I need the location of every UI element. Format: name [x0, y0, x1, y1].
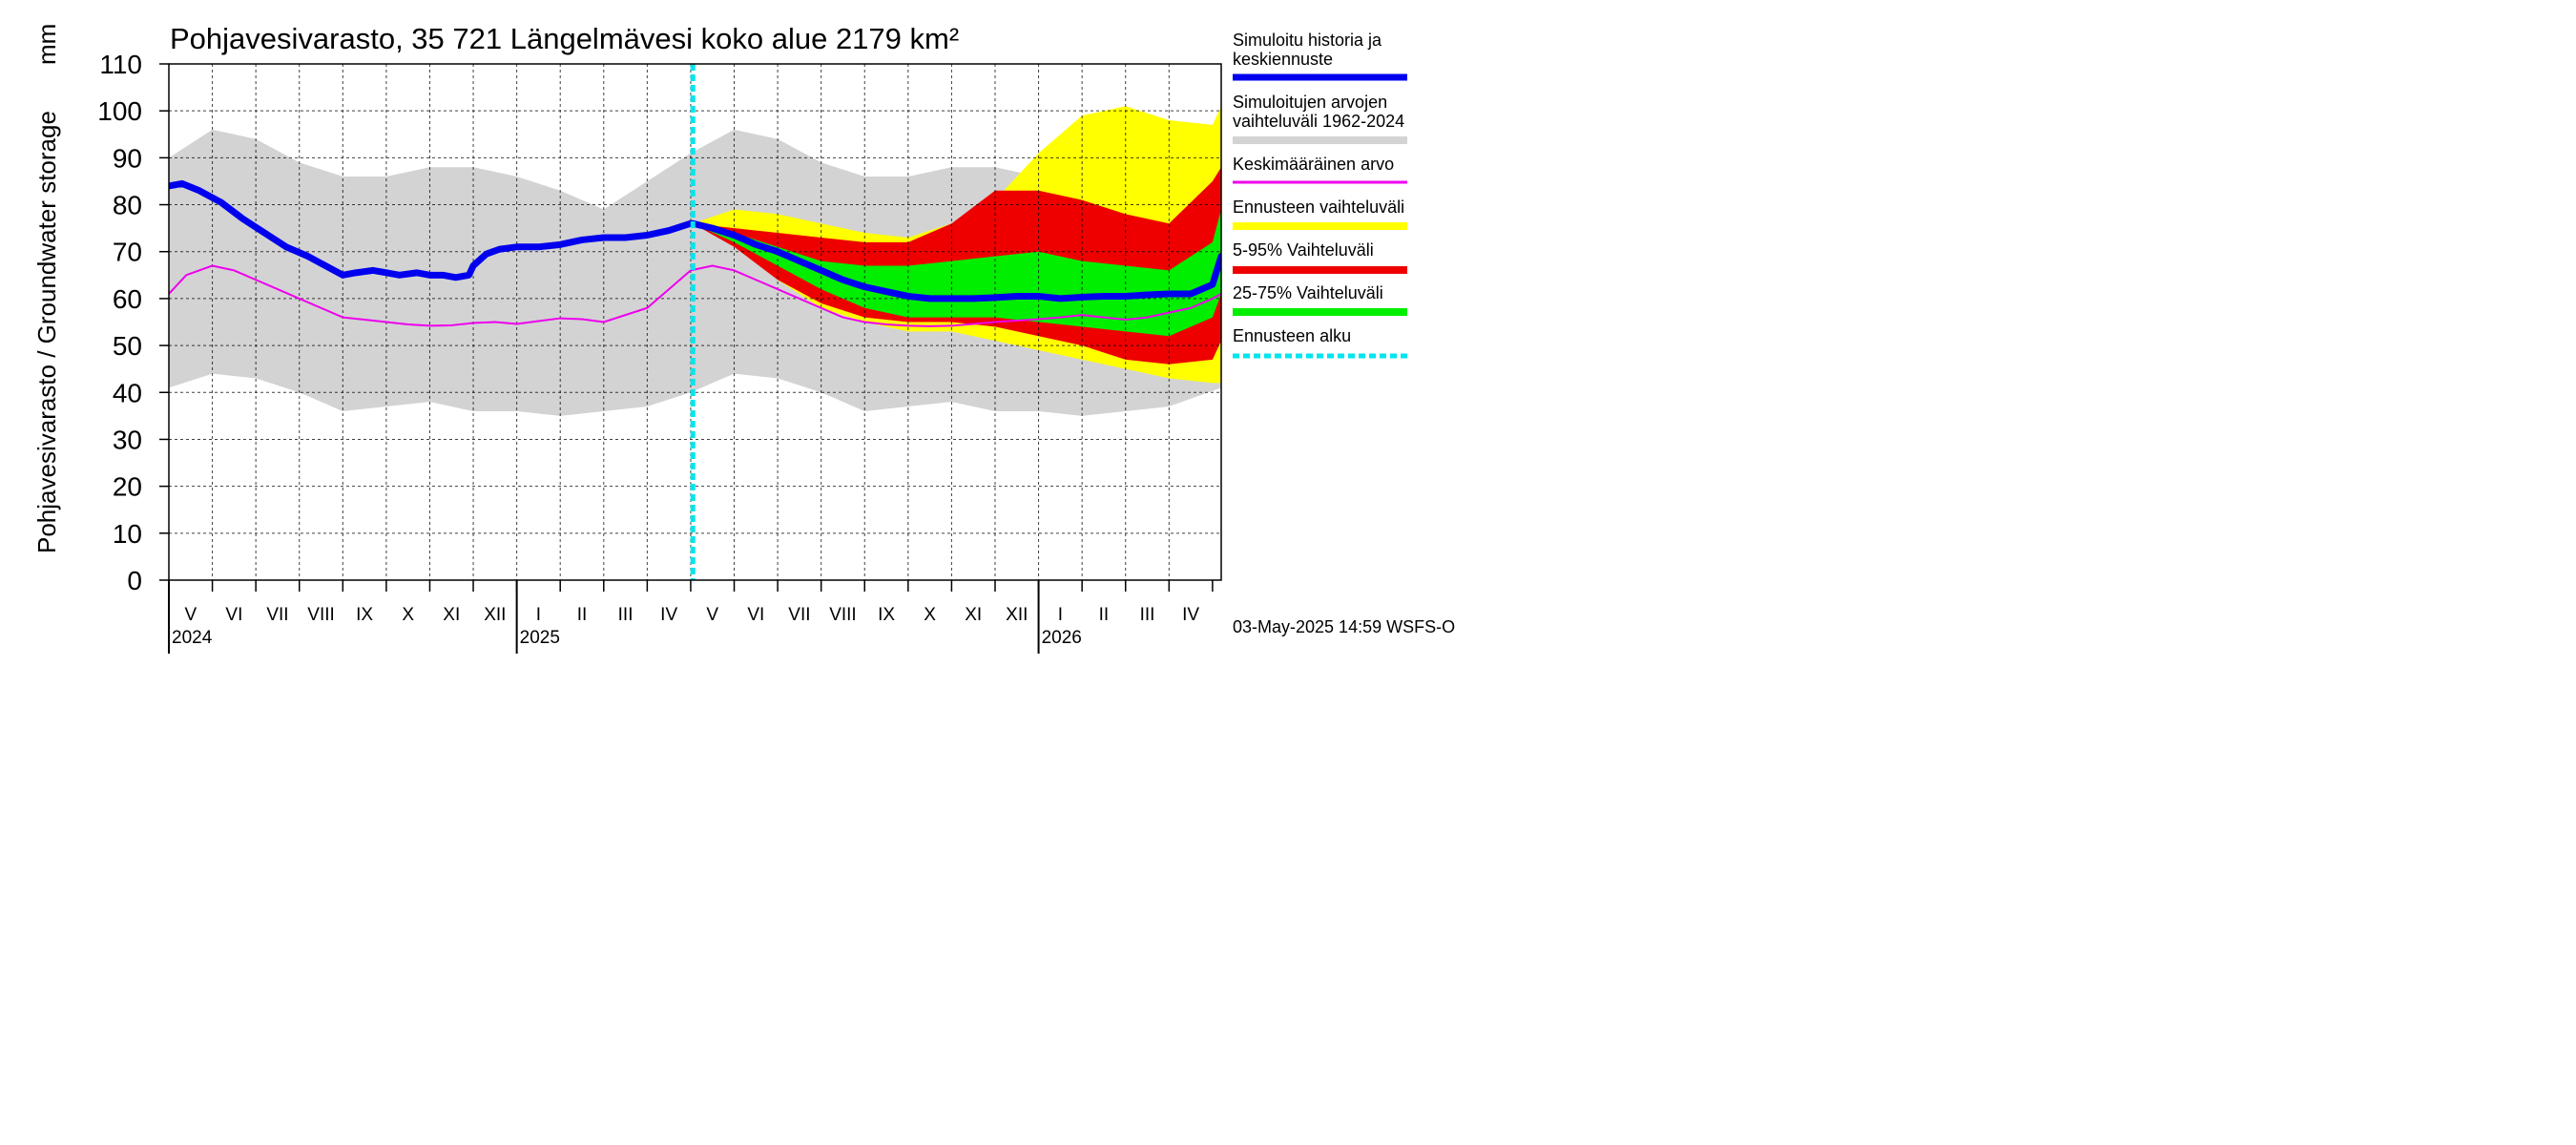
- month-label-5: X: [402, 605, 414, 625]
- series-line-0: [169, 264, 1221, 327]
- legend-label-5-0: 25-75% Vaihteluväli: [1233, 283, 1383, 302]
- month-label-23: IV: [1182, 605, 1199, 625]
- timestamp: 03-May-2025 14:59 WSFS-O: [1233, 617, 1455, 636]
- chart-title: Pohjavesivarasto, 35 721 Längelmävesi ko…: [170, 22, 959, 55]
- y-tick-label-100: 100: [97, 96, 142, 126]
- y-tick-label-70: 70: [113, 238, 142, 267]
- legend-label-3-0: Ennusteen vaihteluväli: [1233, 198, 1404, 217]
- month-label-12: V: [706, 605, 718, 625]
- band-3: [693, 209, 1221, 337]
- line-layer: [169, 64, 1221, 580]
- band-0: [169, 129, 1221, 416]
- y-tick-label-50: 50: [113, 331, 142, 361]
- legend-label-0-0: Simuloitu historia ja: [1233, 31, 1382, 50]
- year-label-1: 2025: [520, 628, 560, 648]
- month-label-20: I: [1058, 605, 1063, 625]
- y-axis-unit: mm: [32, 24, 61, 65]
- y-tick-label-10: 10: [113, 519, 142, 549]
- y-tick-label-90: 90: [113, 143, 142, 173]
- legend-label-2-0: Keskimääräinen arvo: [1233, 155, 1394, 174]
- y-tick-label-40: 40: [113, 378, 142, 407]
- plot-frame: [168, 63, 1222, 581]
- month-label-19: XII: [1006, 605, 1028, 625]
- legend-label-6-0: Ennusteen alku: [1233, 326, 1351, 345]
- month-label-22: III: [1140, 605, 1155, 625]
- y-tick-label-80: 80: [113, 191, 142, 220]
- month-label-2: VII: [266, 605, 288, 625]
- series-line-1: [169, 179, 1221, 302]
- month-label-8: I: [536, 605, 541, 625]
- month-label-11: IV: [660, 605, 677, 625]
- y-tick-label-20: 20: [113, 472, 142, 502]
- groundwater-storage-chart: Pohjavesivarasto, 35 721 Längelmävesi ko…: [32, 22, 1455, 654]
- month-label-13: VI: [747, 605, 764, 625]
- month-label-0: V: [184, 605, 197, 625]
- month-label-6: XI: [443, 605, 460, 625]
- month-label-15: VIII: [829, 605, 857, 625]
- legend-label-0-1: keskiennuste: [1233, 50, 1333, 69]
- month-label-17: X: [924, 605, 936, 625]
- y-tick-label-110: 110: [99, 50, 142, 79]
- month-label-4: IX: [356, 605, 373, 625]
- y-tick-label-30: 30: [113, 425, 142, 454]
- band-layer: [169, 106, 1221, 416]
- month-label-7: XII: [484, 605, 506, 625]
- month-label-21: II: [1099, 605, 1110, 625]
- month-label-3: VIII: [307, 605, 335, 625]
- month-label-14: VII: [788, 605, 810, 625]
- y-tick-label-0: 0: [127, 566, 142, 595]
- month-label-18: XI: [965, 605, 982, 625]
- legend-label-1-1: vaihteluväli 1962-2024: [1233, 112, 1404, 131]
- y-axis-label: Pohjavesivarasto / Groundwater storage: [32, 111, 61, 553]
- legend-label-1-0: Simuloitujen arvojen: [1233, 93, 1387, 112]
- legend-label-4-0: 5-95% Vaihteluväli: [1233, 240, 1374, 260]
- month-label-10: III: [618, 605, 634, 625]
- month-label-1: VI: [225, 605, 242, 625]
- y-tick-label-60: 60: [113, 284, 142, 314]
- month-label-16: IX: [878, 605, 895, 625]
- year-label-2: 2026: [1042, 628, 1082, 648]
- month-label-9: II: [577, 605, 588, 625]
- year-label-0: 2024: [172, 628, 213, 648]
